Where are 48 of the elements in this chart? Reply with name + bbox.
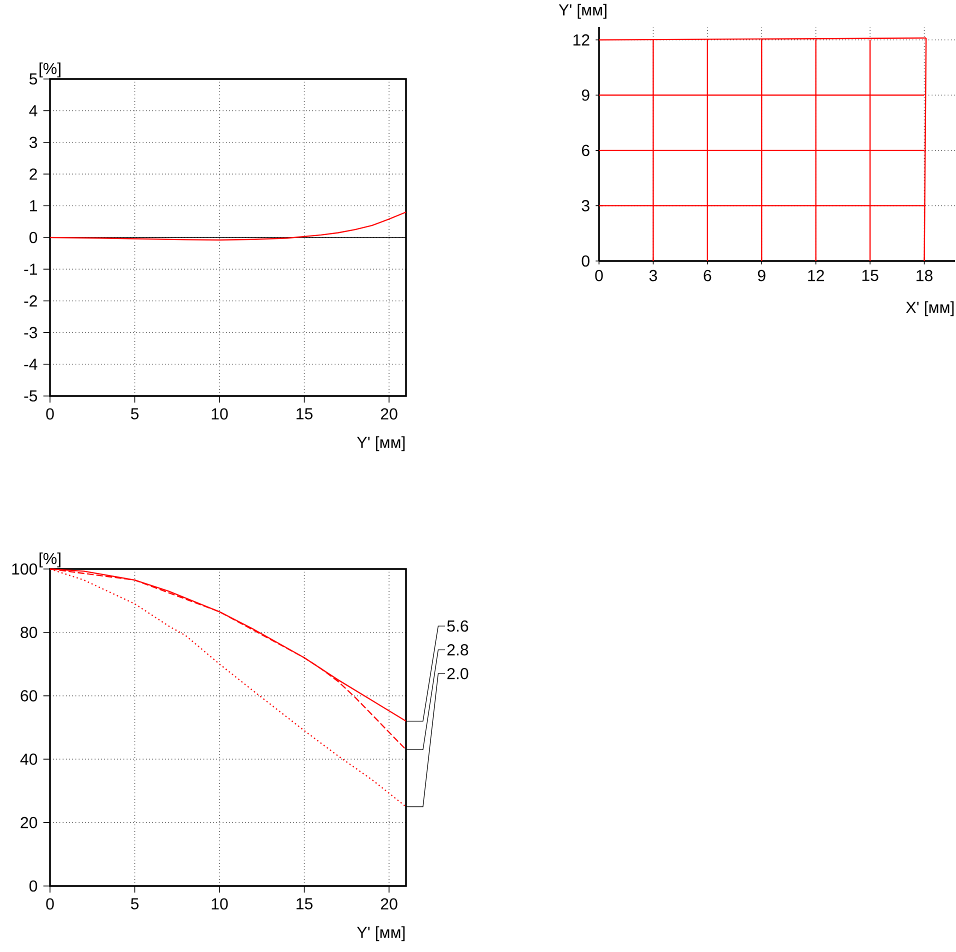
y-tick-label: 1: [30, 200, 37, 212]
y-tick-label: 80: [20, 626, 38, 638]
y-tick-label: -5: [24, 390, 38, 402]
y-tick-label: -4: [24, 358, 38, 370]
y-tick-label: -2: [24, 295, 37, 306]
x-tick-label: 15: [296, 408, 313, 420]
text: 2.8: [447, 644, 468, 656]
x-tick-label: 20: [380, 898, 398, 910]
y-tick-label: 4: [29, 105, 38, 116]
x-tick-label: 0: [595, 270, 603, 282]
y-tick-label: 0: [29, 880, 38, 892]
y-tick-label: 100: [12, 563, 38, 575]
x-tick-label: 15: [296, 898, 313, 910]
x-tick-label: 9: [758, 270, 766, 282]
y-tick-label: 0: [29, 232, 38, 244]
x-tick-label: 5: [130, 898, 139, 910]
x-tick-label: 10: [212, 408, 228, 420]
x-axis-title: Y' [мм]: [357, 436, 405, 452]
y-tick-label: 40: [20, 754, 38, 765]
x-axis-title: X' [мм]: [906, 301, 954, 316]
y-axis-title: [%]: [40, 62, 60, 78]
x-tick-label: 18: [916, 270, 932, 282]
text: 2.0: [447, 668, 468, 680]
y-tick-label: 3: [29, 136, 38, 148]
x-tick-label: 6: [704, 270, 712, 282]
y-tick-label: 0: [582, 255, 590, 267]
text: 5.6: [447, 620, 468, 632]
y-tick-label: -3: [24, 326, 38, 338]
y-tick-label: 9: [582, 90, 590, 101]
y-tick-label: 6: [582, 144, 590, 156]
y-tick-label: 5: [29, 73, 38, 85]
y-axis-title: Y' [мм]: [558, 4, 606, 19]
x-tick-label: 3: [649, 270, 657, 282]
y-tick-label: 20: [20, 816, 38, 828]
x-tick-label: 5: [130, 408, 139, 420]
y-tick-label: 12: [573, 34, 590, 46]
x-tick-label: 0: [46, 408, 54, 420]
y-tick-label: 2: [30, 168, 37, 180]
x-tick-label: 0: [46, 898, 54, 910]
x-axis-title: Y' [мм]: [357, 926, 405, 942]
x-tick-label: 15: [862, 270, 878, 282]
y-tick-label: -1: [24, 264, 37, 275]
y-tick-label: 3: [582, 200, 590, 212]
x-tick-label: 10: [212, 898, 228, 910]
x-tick-label: 20: [380, 408, 398, 420]
y-tick-label: 60: [20, 690, 38, 702]
x-tick-label: 12: [808, 270, 824, 282]
y-axis-title: [%]: [40, 552, 60, 568]
